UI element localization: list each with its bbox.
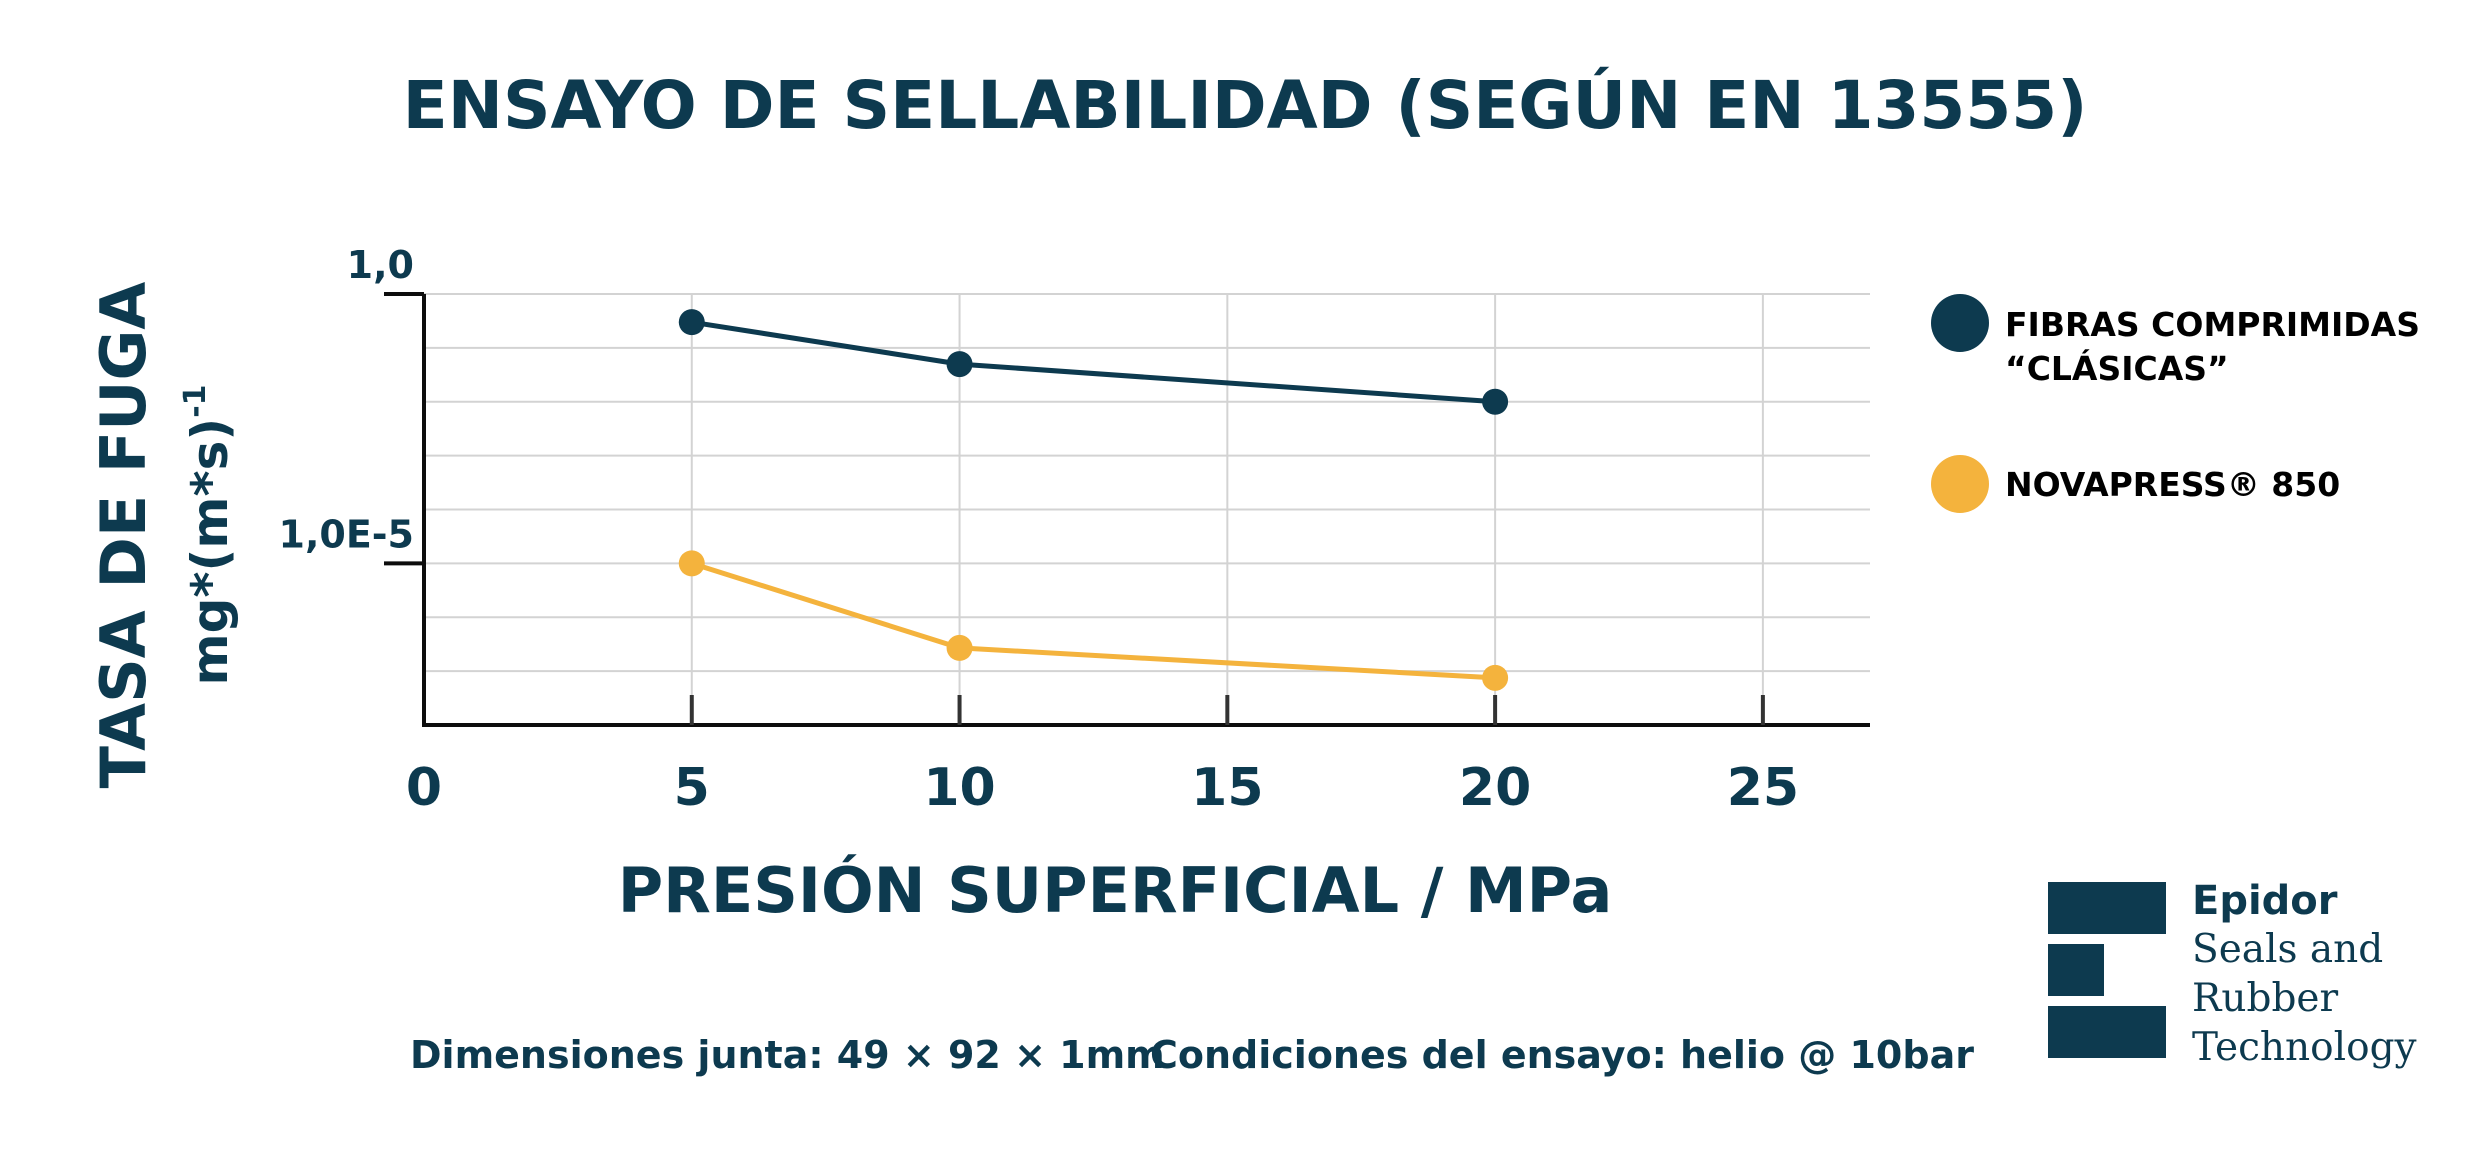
y-axis-unit-base: mg*(m*s) <box>181 418 239 686</box>
x-axis-title: PRESIÓN SUPERFICIAL / MPa <box>618 854 1613 927</box>
chart-title: ENSAYO DE SELLABILIDAD (SEGÚN EN 13555) <box>403 67 2088 144</box>
y-axis-unit-group: mg*(m*s)-1 <box>178 384 239 685</box>
data-point <box>1482 388 1509 415</box>
legend: FIBRAS COMPRIMIDAS “CLÁSICAS” NOVAPRESS® 8… <box>1931 294 2420 513</box>
series-line-1 <box>691 319 1496 405</box>
legend-marker-2 <box>1931 455 1989 513</box>
brand-tagline-line-1: Seals and <box>2192 927 2383 972</box>
legend-label: FIBRAS COMPRIMIDAS <box>2005 305 2420 344</box>
legend-marker-1 <box>1931 294 1989 352</box>
brand-tagline-line-2: Rubber <box>2192 976 2338 1021</box>
data-point <box>678 309 705 336</box>
legend-label: NOVAPRESS® 850 <box>2005 465 2340 504</box>
footer-conditions: Condiciones del ensayo: helio @ 10bar <box>1150 1033 1974 1077</box>
y-tick-label: 1,0 <box>347 243 414 287</box>
brand-tagline-line-3: Technology <box>2192 1025 2417 1070</box>
data-point <box>946 634 973 661</box>
x-tick-label: 15 <box>1191 758 1263 818</box>
logo-bar-top <box>2048 882 2166 934</box>
y-axis-title: TASA DE FUGA <box>87 282 160 789</box>
axes: 0 5 10 15 20 25 1,0 1,0E-5 <box>279 243 1870 818</box>
x-tick-label: 10 <box>923 758 995 818</box>
x-tick-label: 20 <box>1459 758 1531 818</box>
y-axis-unit: mg*(m*s)-1 <box>178 384 239 685</box>
legend-label: “CLÁSICAS” <box>2005 348 2229 388</box>
x-tick-label: 0 <box>406 758 442 818</box>
data-point <box>1482 664 1509 691</box>
y-tick-label: 1,0E-5 <box>279 512 415 556</box>
data-point <box>678 550 705 577</box>
y-axis-unit-superscript: -1 <box>178 384 213 417</box>
series <box>678 309 1509 691</box>
y-axis-title-group: TASA DE FUGA <box>87 282 160 789</box>
brand-name: Epidor <box>2192 878 2338 924</box>
x-tick-label: 5 <box>674 758 710 818</box>
epidor-logo: Epidor Seals and Rubber Technology <box>2048 878 2417 1070</box>
series-line-2 <box>691 560 1496 681</box>
data-point <box>946 351 973 378</box>
x-tick-label: 25 <box>1727 758 1799 818</box>
logo-bar-middle <box>2048 944 2104 996</box>
footer-dimensions: Dimensiones junta: 49 × 92 × 1mm <box>410 1033 1165 1077</box>
logo-bar-bottom <box>2048 1006 2166 1058</box>
